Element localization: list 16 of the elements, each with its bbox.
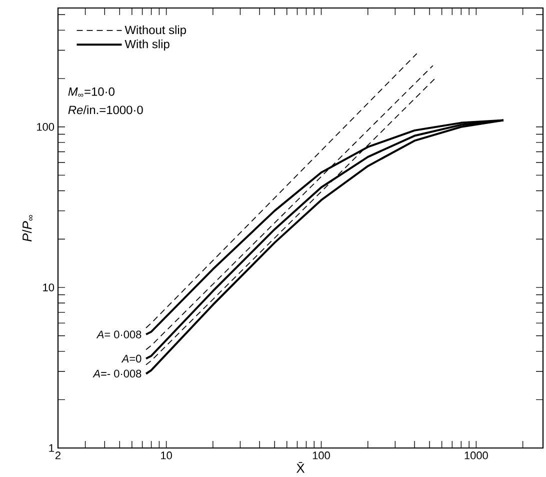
y-tick-label: 1 <box>49 444 54 452</box>
x-tick-label: 1000 <box>464 452 488 460</box>
legend-label: With slip <box>124 40 170 51</box>
x-tick-label: 2 <box>56 452 60 460</box>
y-tick-label: 100 <box>37 123 54 131</box>
legend-label: Without slip <box>124 25 186 37</box>
annotation: A= 0·008 <box>96 330 142 338</box>
annotation: Re/in.=1000·0 <box>68 105 143 114</box>
x-tick-label: 100 <box>312 452 330 460</box>
annotation: A=0 <box>121 354 142 363</box>
x-axis-title: X̄ <box>296 462 305 473</box>
x-tick-label: 10 <box>161 452 172 460</box>
annotation: A=- 0·008 <box>92 370 142 378</box>
annotation: M$_{∞}$=10·0 <box>68 87 114 97</box>
y-tick-label: 10 <box>43 284 54 292</box>
y-axis-title: P/P$_{∞}$ <box>22 214 32 242</box>
